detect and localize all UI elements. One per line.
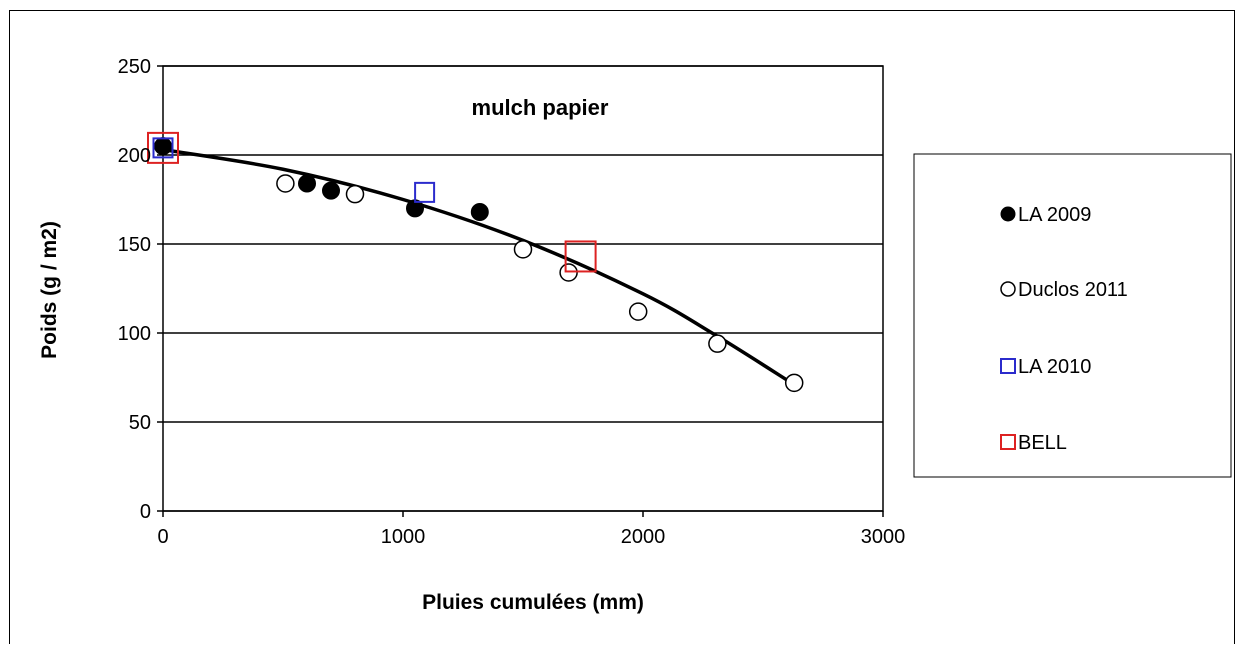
y-tick-label: 200 (118, 145, 151, 167)
legend-marker (1000, 358, 1016, 374)
chart-title: mulch papier (472, 95, 609, 120)
y-tick-label: 250 (118, 56, 151, 78)
legend-item: BELL (1000, 432, 1067, 454)
data-point (152, 137, 174, 159)
data-point (628, 302, 648, 321)
trendline-layer (162, 147, 796, 387)
legend-marker (1000, 206, 1016, 222)
data-point (147, 131, 179, 164)
legend-marker (1000, 434, 1016, 450)
plot-area (162, 65, 884, 512)
legend: LA 2009 Duclos 2011 LA 2010 BELL (913, 153, 1232, 478)
data-point (298, 174, 316, 193)
x-tick-label: 2000 (621, 526, 666, 548)
data-point (784, 373, 804, 393)
data-point (559, 263, 578, 282)
y-tick-label: 100 (118, 323, 151, 345)
legend-item: LA 2009 (1000, 204, 1091, 226)
y-tick-label: 50 (129, 412, 151, 434)
legend-label: LA 2009 (1018, 204, 1091, 226)
legend-label: BELL (1018, 432, 1067, 454)
data-point (414, 181, 436, 203)
data-points-layer (147, 131, 804, 393)
y-tick-label: 150 (118, 234, 151, 256)
legend-box (913, 153, 1232, 478)
legend-label: Duclos 2011 (1018, 279, 1128, 301)
gridlines (163, 65, 883, 512)
x-tick-label: 1000 (381, 526, 426, 548)
legend-item: LA 2010 (1000, 356, 1091, 378)
data-point (276, 174, 295, 193)
data-point (345, 184, 365, 204)
data-point (564, 240, 597, 273)
data-point (154, 137, 172, 156)
trendline (162, 147, 796, 387)
legend-item: Duclos 2011 (1000, 279, 1128, 301)
legend-marker (1000, 281, 1016, 297)
chart-frame (9, 10, 1235, 644)
data-point (513, 240, 533, 259)
data-point (322, 181, 340, 200)
y-axis-title: Poids (g / m2) (38, 221, 61, 359)
legend-label: LA 2010 (1018, 356, 1091, 378)
data-point (708, 334, 727, 353)
x-tick-label: 0 (157, 526, 168, 548)
axis-ticks: 0 50 100 150 200 250 0 1000 2000 3000 (118, 56, 906, 548)
y-tick-label: 0 (140, 501, 151, 523)
x-axis-title: Pluies cumulées (mm) (422, 591, 644, 614)
data-point (470, 202, 489, 221)
x-tick-label: 3000 (861, 526, 906, 548)
